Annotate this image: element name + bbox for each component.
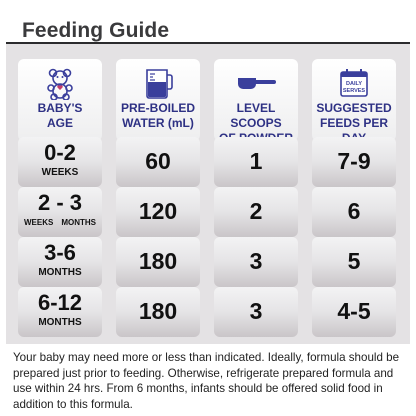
water-value: 180 — [138, 298, 178, 324]
footnote: Your baby may need more or less than ind… — [13, 351, 400, 411]
age-value: 3-6 — [44, 240, 76, 265]
feeds-cell-row-2: 6 — [312, 187, 396, 237]
age-value: 0-2 — [44, 140, 76, 165]
scoops-value: 2 — [249, 198, 263, 224]
measuring-jug-icon — [116, 65, 200, 101]
scoops-value: 1 — [249, 148, 263, 174]
feeds-value: 6 — [347, 198, 361, 224]
age-cell-row-4: 6-12 MONTHS — [18, 287, 102, 337]
age-value: 2 - 3 — [37, 190, 83, 215]
age-unit: MONTHS — [38, 267, 82, 278]
header-cell-water: PRE-BOILED WATER (mL) — [116, 59, 200, 141]
page-title: Feeding Guide — [22, 19, 170, 42]
header-cell-scoops: LEVEL SCOOPS OF POWDER — [214, 59, 298, 145]
scoops-cell-row-2: 2 — [214, 187, 298, 237]
scoops-cell-row-3: 3 — [214, 237, 298, 287]
water-cell-row-3: 180 — [116, 237, 200, 287]
water-value: 120 — [138, 198, 178, 224]
age-value: 6-12 — [37, 290, 83, 315]
header-cell-age: BABY'S AGE — [18, 59, 102, 141]
header-label-age: BABY'S AGE — [37, 101, 83, 130]
calendar-text-line-1: DAILY — [346, 81, 362, 87]
age-unit: WEEKS — [41, 167, 79, 178]
age-unit: MONTHS — [38, 317, 82, 328]
scoops-cell-row-4: 3 — [214, 287, 298, 337]
teddy-bear-icon — [18, 65, 102, 101]
age-cell-row-3: 3-6 MONTHS — [18, 237, 102, 287]
scoops-value: 3 — [249, 248, 263, 274]
feeds-value: 7-9 — [337, 148, 371, 174]
scoops-cell-row-1: 1 — [214, 137, 298, 187]
age-cell-row-2: 2 - 3 WEEKS MONTHS — [18, 187, 102, 237]
water-cell-row-2: 120 — [116, 187, 200, 237]
age-unit-end: MONTHS — [61, 218, 96, 227]
water-value: 180 — [138, 248, 178, 274]
title-divider — [6, 42, 410, 44]
age-unit-start: WEEKS — [24, 218, 54, 227]
header-cell-feeds: DAILY SERVES SUGGESTED FEEDS PER DAY — [312, 59, 396, 145]
calendar-icon: DAILY SERVES — [312, 65, 396, 101]
water-value: 60 — [145, 148, 171, 174]
feeds-value: 5 — [347, 248, 361, 274]
water-cell-row-4: 180 — [116, 287, 200, 337]
age-cell-row-1: 0-2 WEEKS — [18, 137, 102, 187]
scoop-icon — [214, 65, 298, 101]
header-label-water: PRE-BOILED WATER (mL) — [120, 101, 195, 130]
feeds-cell-row-1: 7-9 — [312, 137, 396, 187]
feeds-cell-row-3: 5 — [312, 237, 396, 287]
header: Feeding Guide — [8, 6, 408, 42]
header-label-feeds: SUGGESTED FEEDS PER DAY — [316, 101, 392, 145]
feeds-value: 4-5 — [337, 298, 371, 324]
scoops-value: 3 — [249, 298, 263, 324]
calendar-text-line-2: SERVES — [343, 88, 366, 94]
water-cell-row-1: 60 — [116, 137, 200, 187]
feeds-cell-row-4: 4-5 — [312, 287, 396, 337]
